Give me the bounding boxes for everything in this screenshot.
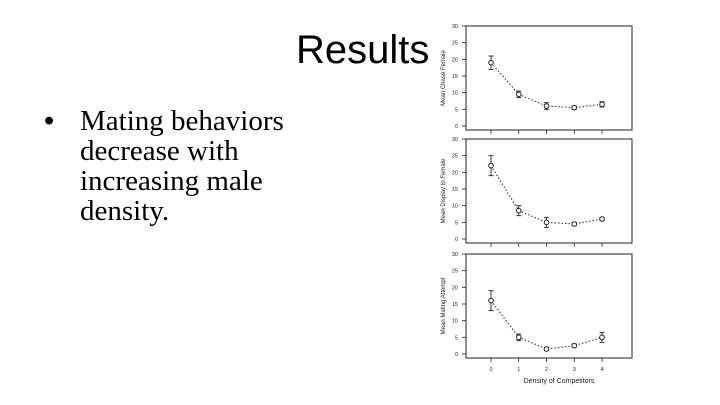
y-axis-label: Mean Mating Attempt	[441, 277, 447, 334]
data-point	[543, 103, 550, 109]
y-tick-label: 25	[452, 154, 458, 160]
data-point	[515, 334, 522, 341]
plot-frame-2	[465, 138, 633, 244]
data-point	[515, 91, 522, 98]
x-tick-label: 3	[573, 367, 576, 373]
y-axis-label: Mean Display to Female	[441, 158, 447, 223]
x-tick-label: 0	[489, 367, 492, 373]
bullet-text: Mating behaviors decrease with increasin…	[80, 105, 284, 227]
y-tick-label: 25	[452, 41, 458, 47]
y-tick-label: 30	[452, 137, 458, 143]
data-point	[571, 221, 578, 227]
data-point	[543, 219, 550, 226]
data-point	[515, 207, 522, 214]
y-tick-label: 20	[452, 57, 458, 63]
y-tick-label: 15	[452, 302, 458, 308]
slide-title: Results	[296, 28, 430, 72]
x-tick-label: 2	[545, 367, 548, 373]
y-tick-label: 25	[452, 269, 458, 275]
data-point	[488, 297, 494, 304]
y-tick-label: 10	[452, 319, 458, 325]
y-tick-label: 5	[455, 107, 458, 113]
y-tick-label: 15	[452, 74, 458, 80]
series-line	[490, 62, 603, 109]
y-tick-label: 20	[452, 170, 458, 176]
series-line	[490, 165, 603, 225]
data-point	[543, 346, 550, 352]
y-tick-label: 20	[452, 285, 458, 291]
y-tick-label: 10	[452, 91, 458, 97]
data-point	[488, 59, 494, 66]
y-tick-label: 10	[452, 204, 458, 210]
plot-frame-3	[465, 253, 633, 359]
bullet-item: • Mating behaviors decrease with increas…	[44, 106, 344, 226]
x-axis-label: Density of Competitors	[524, 378, 595, 385]
y-tick-label: 0	[455, 352, 458, 358]
data-point	[571, 104, 578, 111]
y-tick-label: 5	[455, 335, 458, 341]
y-tick-label: 15	[452, 187, 458, 193]
data-point	[599, 216, 605, 222]
x-tick-label: 1	[517, 367, 520, 373]
bullet-dot: •	[44, 105, 55, 137]
data-point	[571, 342, 578, 349]
data-point	[599, 334, 605, 341]
series-line	[490, 300, 603, 350]
bullet-list: • Mating behaviors decrease with increas…	[44, 106, 344, 226]
y-axis-label: Mean Chase Female	[441, 49, 447, 105]
y-tick-label: 0	[455, 237, 458, 243]
x-tick-label: 4	[600, 367, 603, 373]
plot-frame-1	[465, 25, 633, 131]
y-tick-label: 30	[452, 252, 458, 258]
y-tick-label: 5	[455, 220, 458, 226]
data-point	[599, 101, 605, 108]
y-tick-label: 0	[455, 124, 458, 130]
y-tick-label: 30	[452, 24, 458, 30]
data-point	[488, 162, 494, 169]
